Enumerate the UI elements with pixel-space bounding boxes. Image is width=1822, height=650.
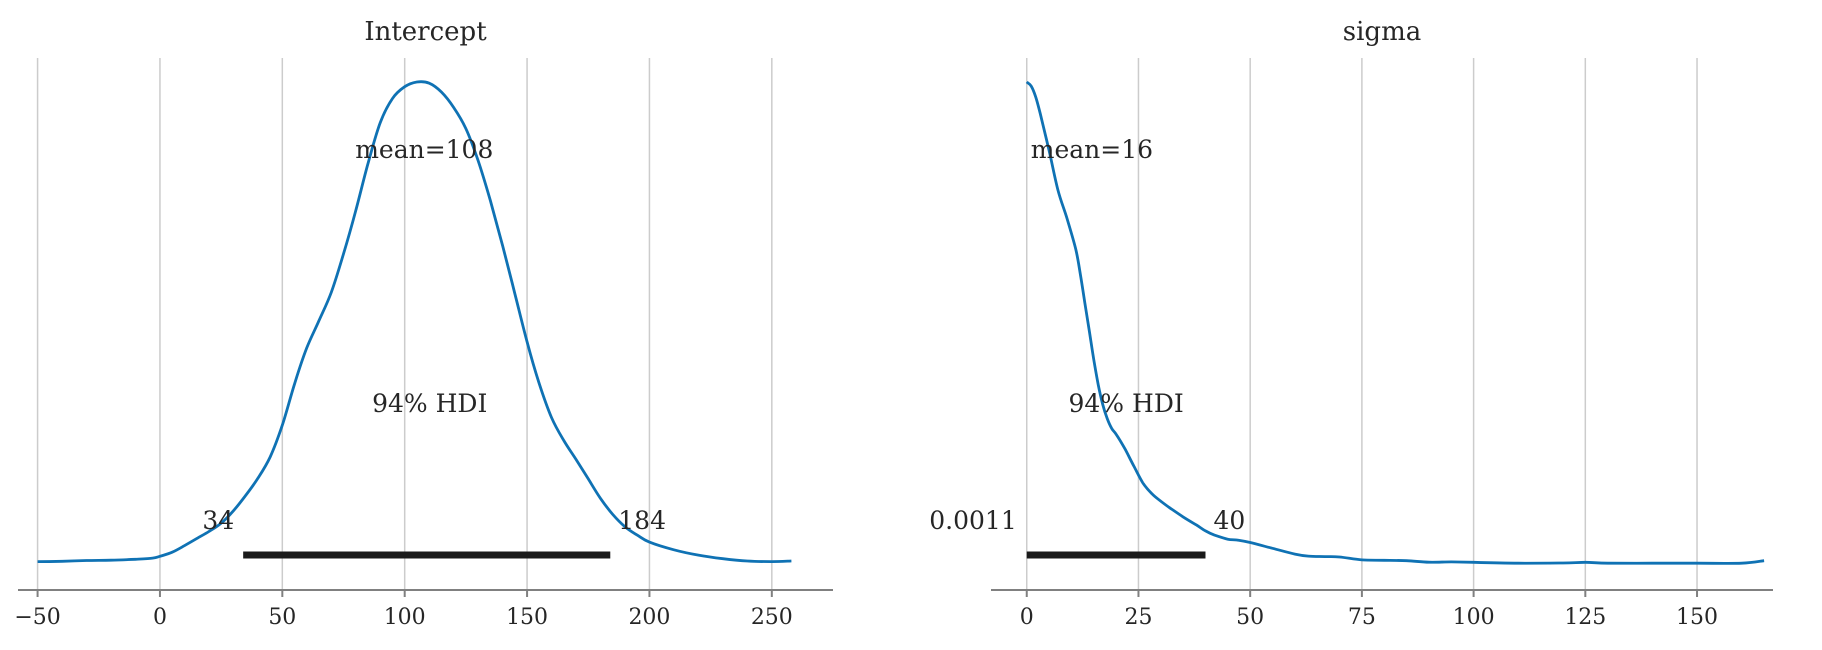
x-tick-label: −50 xyxy=(14,605,60,630)
x-tick-label: 150 xyxy=(1676,605,1718,630)
x-tick-label: 150 xyxy=(506,605,548,630)
panel-title: Intercept xyxy=(364,17,487,47)
mean-label: mean=16 xyxy=(1031,135,1153,164)
x-tick-label: 0 xyxy=(1020,605,1034,630)
x-tick-label: 50 xyxy=(1236,605,1264,630)
x-tick-label: 100 xyxy=(1453,605,1495,630)
density-curve xyxy=(37,80,792,563)
hdi-label: 94% HDI xyxy=(372,389,487,418)
hdi-high-label: 184 xyxy=(618,506,666,535)
panel-title: sigma xyxy=(1343,17,1421,47)
density-curve xyxy=(1025,80,1765,565)
x-tick-label: 200 xyxy=(628,605,670,630)
intercept-panel: Intercept −50 0 50 100 150 200 250 34 184 94% HDI m… xyxy=(14,17,833,630)
x-tick-label: 250 xyxy=(751,605,793,630)
hdi-high-label: 40 xyxy=(1213,506,1245,535)
mean-label: mean=108 xyxy=(355,135,493,164)
x-tick-label: 50 xyxy=(268,605,296,630)
x-tick-label: 125 xyxy=(1564,605,1606,630)
x-tick-label: 25 xyxy=(1124,605,1152,630)
hdi-label: 94% HDI xyxy=(1069,389,1184,418)
sigma-panel: sigma 0 25 50 75 100 125 150 0.0011 40 94% HDI mean… xyxy=(929,17,1773,630)
hdi-low-label: 34 xyxy=(202,506,234,535)
x-tick-label: 0 xyxy=(153,605,167,630)
x-tick-label: 100 xyxy=(384,605,426,630)
x-tick-label: 75 xyxy=(1348,605,1376,630)
hdi-low-label: 0.0011 xyxy=(929,506,1016,535)
